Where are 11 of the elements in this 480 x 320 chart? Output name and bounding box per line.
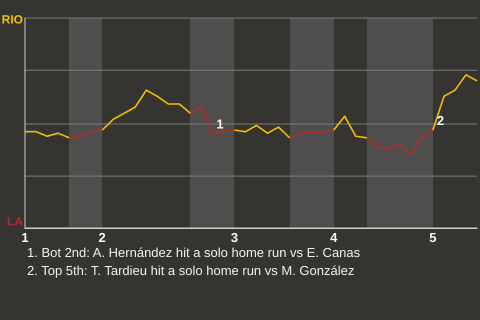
x-tick-label: 1: [21, 230, 29, 245]
text: LA: [7, 214, 24, 229]
text: 1. Bot 2nd: A. Hernández hit a solo home run vs E. Canas: [27, 244, 360, 262]
annotation: 2: [436, 113, 444, 128]
x-tick-label: 5: [429, 230, 437, 245]
x-tick-label: 2: [98, 230, 106, 245]
annotation: 1: [216, 116, 224, 132]
x-tick-label: 3: [230, 230, 238, 245]
text: 2. Top 5th: T. Tardieu hit a solo home run vs M. González: [27, 262, 356, 280]
text: RIO: [2, 12, 23, 26]
x-tick-label: 4: [330, 230, 338, 245]
